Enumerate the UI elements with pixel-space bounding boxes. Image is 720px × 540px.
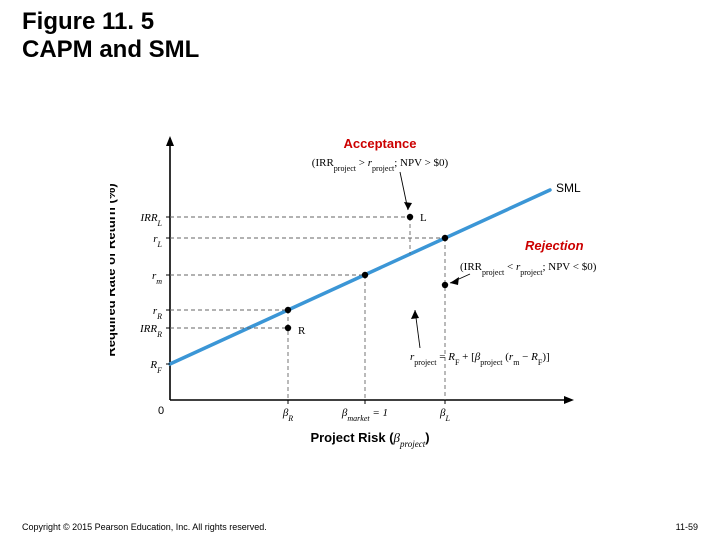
svg-text:rproject = RF + [βproject (rm: rproject = RF + [βproject (rm − RF)] [410, 351, 550, 367]
svg-text:Required Rate of Return (%): Required Rate of Return (%) [110, 183, 118, 356]
svg-text:L: L [420, 212, 427, 224]
svg-text:Rejection: Rejection [525, 238, 584, 253]
svg-text:rL: rL [153, 233, 162, 249]
svg-text:βmarket = 1: βmarket = 1 [341, 407, 388, 423]
svg-text:(IRRproject < rproject; NPV <: (IRRproject < rproject; NPV < $0) [460, 261, 597, 277]
copyright: Copyright © 2015 Pearson Education, Inc.… [22, 522, 267, 532]
svg-text:βL: βL [439, 407, 450, 423]
svg-text:rm: rm [152, 270, 162, 286]
svg-text:IRRL: IRRL [139, 212, 162, 228]
chart-svg: IRRL rL rm rR IRRR RF βR βmarket = 1 βL L R 0 Requir… [110, 110, 610, 450]
svg-text:IRRR: IRRR [139, 323, 162, 339]
svg-text:0: 0 [158, 405, 164, 417]
svg-text:(IRRproject > rproject; NPV >: (IRRproject > rproject; NPV > $0) [312, 157, 449, 173]
figure-title: CAPM and SML [22, 36, 199, 64]
title-block: Figure 11. 5 CAPM and SML [22, 8, 199, 64]
slide: Figure 11. 5 CAPM and SML IRRL rL rm rR IRRR… [0, 0, 720, 540]
svg-text:Acceptance: Acceptance [344, 136, 417, 151]
svg-text:βR: βR [282, 407, 293, 423]
svg-text:RF: RF [149, 359, 162, 375]
chart: IRRL rL rm rR IRRR RF βR βmarket = 1 βL L R 0 Requir… [110, 110, 610, 450]
figure-number: Figure 11. 5 [22, 8, 199, 36]
svg-text:rR: rR [153, 305, 162, 321]
svg-text:SML: SML [556, 181, 581, 195]
svg-text:Project Risk (βproject): Project Risk (βproject) [310, 430, 429, 449]
page-number: 11-59 [676, 522, 698, 532]
svg-text:R: R [298, 325, 306, 337]
